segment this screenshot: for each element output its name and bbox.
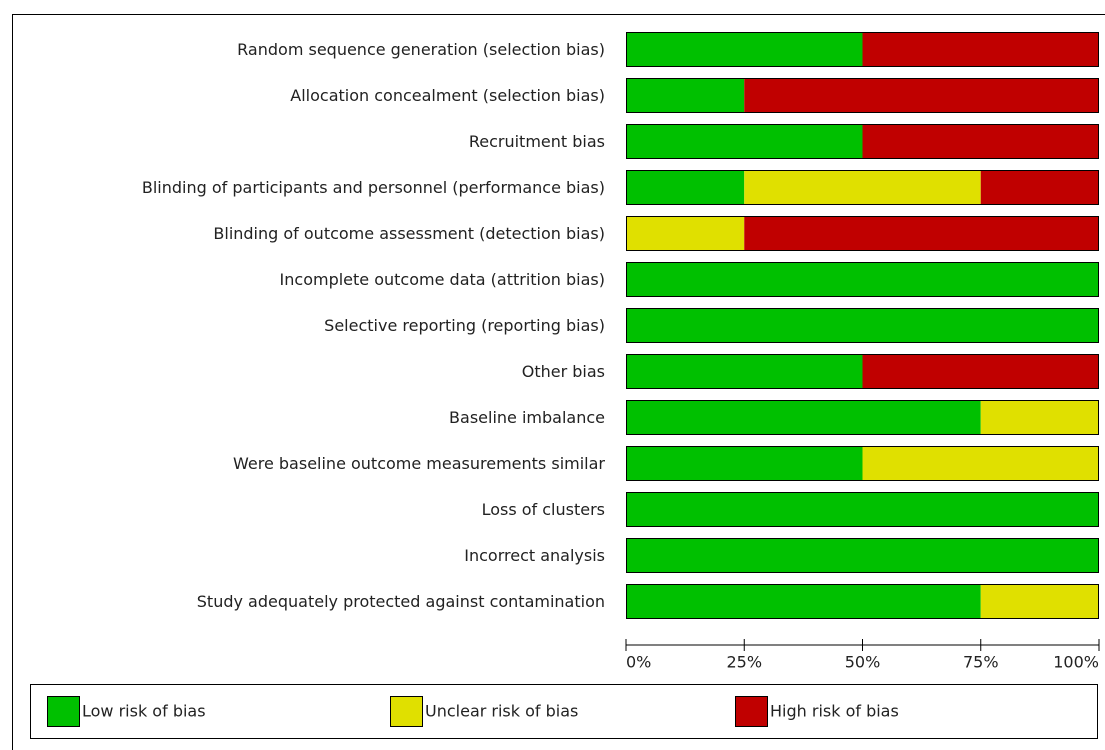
bar-outline xyxy=(626,446,1099,481)
category-label: Other bias xyxy=(522,362,605,381)
bar-segment xyxy=(626,308,1099,343)
category-label: Random sequence generation (selection bi… xyxy=(237,40,605,59)
bar-outline xyxy=(626,400,1099,435)
bar-segment xyxy=(862,446,1099,481)
bar-outline xyxy=(626,124,1099,159)
category-label: Selective reporting (reporting bias) xyxy=(324,316,605,335)
x-tick-label: 75% xyxy=(963,653,999,672)
category-label: Loss of clusters xyxy=(482,500,605,519)
x-tick-label: 50% xyxy=(845,653,881,672)
bar-segment xyxy=(980,400,1099,435)
category-label: Baseline imbalance xyxy=(449,408,605,427)
legend-swatch xyxy=(390,696,423,727)
category-label: Allocation concealment (selection bias) xyxy=(290,86,605,105)
x-tick-label: 25% xyxy=(726,653,762,672)
bar-segment xyxy=(626,262,1099,297)
bar-outline xyxy=(626,538,1099,573)
bar-outline xyxy=(626,492,1099,527)
bar-outline xyxy=(626,216,1099,251)
category-label: Were baseline outcome measurements simil… xyxy=(233,454,605,473)
category-label: Recruitment bias xyxy=(469,132,605,151)
bar-segment xyxy=(626,492,1099,527)
legend-label: Unclear risk of bias xyxy=(425,702,578,721)
x-tick-label: 100% xyxy=(1053,653,1099,672)
bar-segment xyxy=(744,216,1099,251)
bar-segment xyxy=(626,32,863,67)
category-label: Incomplete outcome data (attrition bias) xyxy=(280,270,605,289)
bar-outline xyxy=(626,78,1099,113)
category-label: Blinding of participants and personnel (… xyxy=(142,178,605,197)
bar-outline xyxy=(626,32,1099,67)
bar-segment xyxy=(980,584,1099,619)
x-tick-label: 0% xyxy=(626,653,651,672)
bar-segment xyxy=(626,78,745,113)
category-label: Blinding of outcome assessment (detectio… xyxy=(213,224,605,243)
bar-segment xyxy=(626,446,863,481)
bar-segment xyxy=(744,78,1099,113)
category-label: Incorrect analysis xyxy=(464,546,605,565)
bar-segment xyxy=(980,170,1099,205)
legend-swatch xyxy=(735,696,768,727)
bar-outline xyxy=(626,308,1099,343)
bar-segment xyxy=(862,32,1099,67)
bar-segment xyxy=(626,584,981,619)
legend-label: Low risk of bias xyxy=(82,702,206,721)
bar-segment xyxy=(626,354,863,389)
legend-box xyxy=(30,684,1098,739)
bar-segment xyxy=(626,400,981,435)
legend-swatch xyxy=(47,696,80,727)
bar-segment xyxy=(862,354,1099,389)
bar-segment xyxy=(744,170,981,205)
bar-outline xyxy=(626,354,1099,389)
bar-segment xyxy=(626,538,1099,573)
bar-segment xyxy=(862,124,1099,159)
bar-outline xyxy=(626,584,1099,619)
bar-segment xyxy=(626,124,863,159)
category-label: Study adequately protected against conta… xyxy=(197,592,605,611)
legend-label: High risk of bias xyxy=(770,702,899,721)
frame xyxy=(12,14,1105,750)
bar-segment xyxy=(626,216,745,251)
bar-outline xyxy=(626,170,1099,205)
bar-outline xyxy=(626,262,1099,297)
bar-segment xyxy=(626,170,745,205)
